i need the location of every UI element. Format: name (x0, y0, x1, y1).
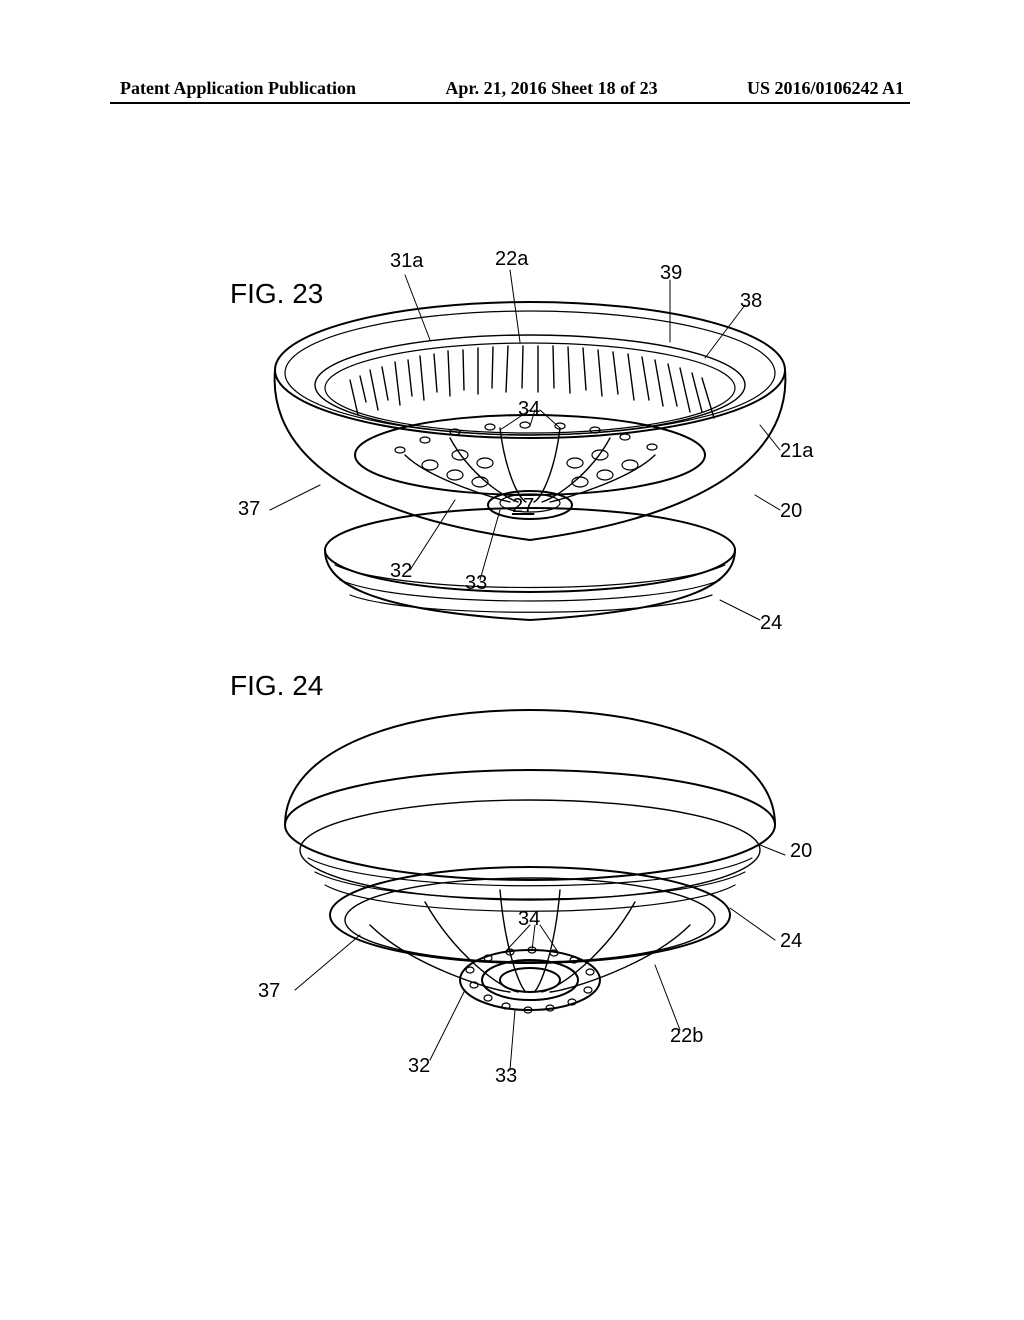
fig23-ref-39: 39 (660, 262, 682, 285)
page-header: Patent Application Publication Apr. 21, … (0, 78, 1024, 99)
fig24-ref-34: 34 (518, 908, 540, 931)
header-left: Patent Application Publication (120, 78, 356, 99)
fig23-ref-22a: 22a (495, 248, 528, 271)
fig24-ref-22b: 22b (670, 1025, 703, 1048)
fig24-ref-20: 20 (790, 840, 812, 863)
header-center: Apr. 21, 2016 Sheet 18 of 23 (445, 78, 657, 99)
fig24-ref-37: 37 (258, 980, 280, 1003)
fig23-ref-33: 33 (465, 572, 487, 595)
fig23-drawing (200, 250, 820, 680)
page: Patent Application Publication Apr. 21, … (0, 0, 1024, 1320)
fig23-ref-34: 34 (518, 398, 540, 421)
fig24-ref-24: 24 (780, 930, 802, 953)
header-rule (110, 102, 910, 104)
fig24-drawing (200, 690, 820, 1110)
fig24-ref-32: 32 (408, 1055, 430, 1078)
fig24-ref-33: 33 (495, 1065, 517, 1088)
fig23-ref-20: 20 (780, 500, 802, 523)
fig23-ref-21a: 21a (780, 440, 813, 463)
fig23-ref-38: 38 (740, 290, 762, 313)
fig23-ref-31a: 31a (390, 250, 423, 273)
fig23-ref-27: 27 (512, 495, 534, 518)
header-right: US 2016/0106242 A1 (747, 78, 904, 99)
fig23-ref-24: 24 (760, 612, 782, 635)
fig23-ref-37: 37 (238, 498, 260, 521)
fig23-ref-32: 32 (390, 560, 412, 583)
